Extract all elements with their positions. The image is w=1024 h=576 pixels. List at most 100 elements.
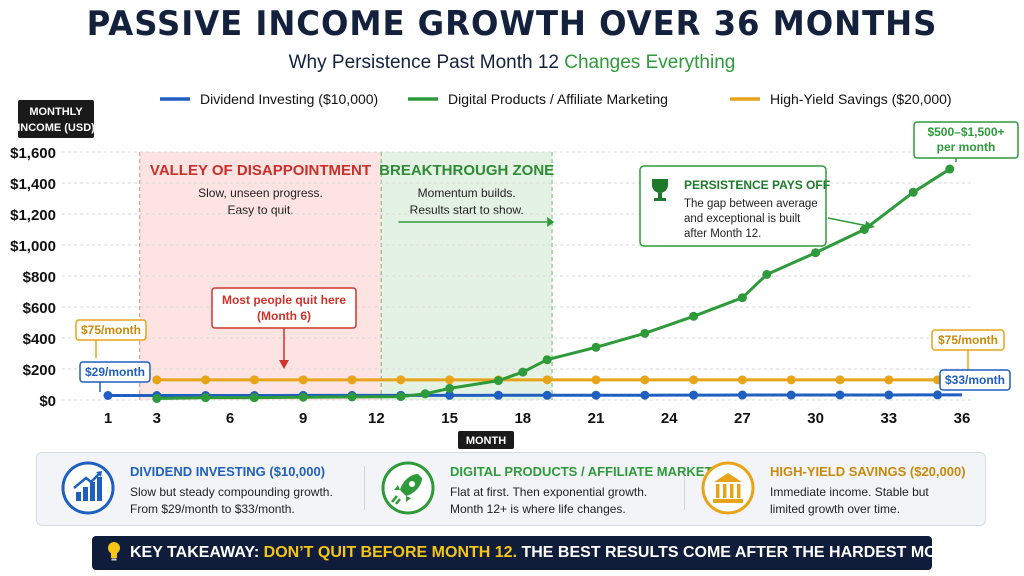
takeaway-highlight: DON’T QUIT BEFORE MONTH 12. [263,544,518,561]
data-point [396,375,406,385]
data-point [591,342,601,352]
data-point [811,248,821,258]
card-savings: HIGH-YIELD SAVINGS ($20,000) Immediate i… [700,454,980,524]
data-point [786,390,796,400]
data-point [103,391,113,401]
arrow-head-icon [279,360,289,369]
x-tick-label: 33 [880,410,897,427]
digital-end-label: $500–$1,500+ [927,125,1004,139]
card-description: Slow but steady compounding growth. From … [130,485,333,516]
card-title: DIGITAL PRODUCTS / AFFILIATE MARKETING [450,464,736,479]
x-tick-label: 15 [441,410,458,427]
data-point [591,390,601,400]
savings-start-label: $75/month [81,323,141,337]
data-point [640,390,650,400]
y-axis-label: INCOME (USD) [17,122,95,134]
legend-label: High-Yield Savings ($20,000) [770,91,952,107]
savings-end-label: $75/month [938,333,998,347]
data-point [152,393,162,403]
x-tick-label: 9 [299,410,307,427]
y-tick-label: $1,200 [10,207,56,224]
takeaway-rest: THE BEST RESULTS COME AFTER THE HARDEST … [521,544,985,561]
y-tick-label: $800 [23,269,56,286]
data-point [518,367,528,377]
savings-start-label-box [75,319,147,341]
persistence-callout [639,165,827,247]
data-point [152,375,162,385]
data-point [298,375,308,385]
card-divider [364,466,365,510]
subtitle-main: Why Persistence Past Month 12 [288,52,559,73]
persistence-title: PERSISTENCE PAYS OFF [684,178,830,192]
data-point [737,293,747,303]
y-tick-label: $1,600 [10,145,56,162]
dividend-end-label: $33/month [945,373,1005,387]
data-point [420,389,430,399]
dividend-start-label: $29/month [85,365,145,379]
card-dividend: DIVIDEND INVESTING ($10,000) Slow but st… [60,454,360,524]
x-tick-label: 21 [588,410,605,427]
card-description: Immediate income. Stable but limited grow… [770,485,929,516]
data-point [689,375,699,385]
data-point [835,390,845,400]
data-point [835,375,845,385]
card-divider [684,466,685,510]
card-title: DIVIDEND INVESTING ($10,000) [130,464,326,479]
data-point [737,390,747,400]
data-point [933,390,943,400]
subtitle-accent: Changes Everything [564,52,736,73]
data-point [445,390,455,400]
data-point [542,375,552,385]
x-axis-label: MONTH [466,435,506,447]
y-tick-label: $200 [23,362,56,379]
zone-description: Slow, unseen progress. [198,186,323,200]
x-tick-label: 30 [807,410,824,427]
persistence-text: and exceptional is built [684,213,801,225]
data-point [493,376,503,386]
y-axis-label: MONTHLY [29,106,83,118]
arrow-head-icon [547,217,555,227]
zone-title: VALLEY OF DISAPPOINTMENT [150,162,371,179]
card-description: Flat at first. Then exponential growth. M… [450,485,648,516]
y-tick-label: $600 [23,300,56,317]
y-tick-label: $400 [23,331,56,348]
card-digital: DIGITAL PRODUCTS / AFFILIATE MARKETING F… [380,454,736,524]
y-tick-label: $0 [39,393,56,410]
data-point [396,392,406,402]
zone-description: Results start to show. [410,203,524,217]
data-point [347,375,357,385]
legend-label: Digital Products / Affiliate Marketing [448,91,668,107]
data-point [689,390,699,400]
x-tick-label: 6 [226,410,234,427]
page-subtitle: Why Persistence Past Month 12 Changes Ev… [0,52,1024,74]
data-point [737,375,747,385]
data-point [201,375,211,385]
rocket-icon [381,461,435,515]
series-line [108,393,962,398]
data-point [493,390,503,400]
data-point [249,393,259,403]
persistence-arrow [827,217,869,227]
y-tick-label: $1,000 [10,238,56,255]
zone-description: Momentum builds. [418,186,516,200]
data-point [445,375,455,385]
persistence-text: The gap between average [684,198,818,210]
data-point [591,375,601,385]
data-point [945,164,955,174]
data-point [249,375,259,385]
zone-description: Easy to quit. [227,203,293,217]
digital-end-label-box [913,121,1019,159]
summary-cards [36,452,986,526]
persistence-text: after Month 12. [684,228,761,240]
legend-label: Dividend Investing ($10,000) [200,91,378,107]
y-tick-label: $1,400 [10,176,56,193]
data-point [884,390,894,400]
card-title: HIGH-YIELD SAVINGS ($20,000) [770,464,966,479]
zone-title: BREAKTHROUGH ZONE [379,162,554,179]
x-tick-label: 18 [514,410,531,427]
x-tick-label: 3 [153,410,161,427]
dividend-end-label-box [939,369,1011,391]
arrow-head-icon [864,221,875,230]
data-point [298,392,308,402]
x-tick-label: 24 [661,410,678,427]
